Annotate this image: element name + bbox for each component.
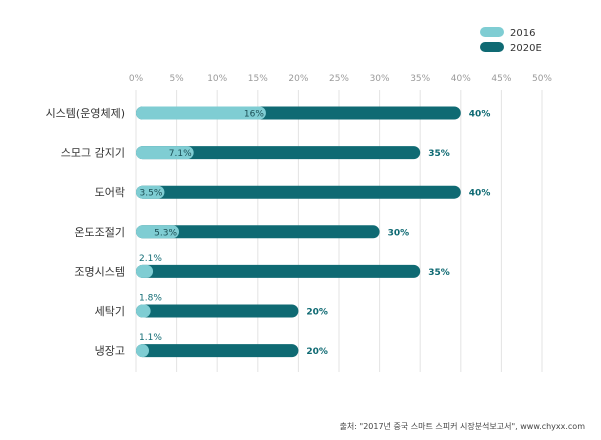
- data-label-2020E: 20%: [306, 308, 328, 318]
- bar-2016: [136, 185, 165, 199]
- category-label: 온도조절기: [74, 226, 125, 239]
- data-label-2020E: 40%: [469, 189, 491, 199]
- x-tick-label: 40%: [451, 74, 471, 84]
- data-label-2020E: 20%: [306, 347, 328, 357]
- category-label: 냉장고: [95, 345, 125, 358]
- category-label: 도어락: [95, 186, 125, 199]
- x-tick-label: 45%: [491, 74, 511, 84]
- x-tick-label: 15%: [248, 74, 268, 84]
- x-tick-label: 20%: [288, 74, 308, 84]
- category-label: 시스템(운영체제): [46, 107, 125, 120]
- data-labels: 40% 16% 35% 7.1% 40% 3.5% 30% 5.3% 35% 2.1% 20% 1.8…: [139, 110, 490, 358]
- x-tick-label: 35%: [410, 74, 430, 84]
- category-label: 조명시스템: [74, 265, 125, 278]
- legend-swatch: [480, 27, 504, 37]
- data-label-2016: 5.3%: [154, 228, 177, 238]
- data-label-2020E: 35%: [428, 149, 450, 159]
- bar-2020E: [136, 146, 421, 160]
- x-tick-label: 0%: [129, 74, 144, 84]
- data-label-2016: 1.1%: [139, 333, 162, 343]
- x-tick-label: 5%: [169, 74, 184, 84]
- data-label-2016: 3.5%: [140, 189, 163, 199]
- legend-label: 2020E: [510, 43, 542, 54]
- bar-2016: [136, 106, 266, 120]
- legend-label: 2016: [510, 28, 535, 39]
- category-label: 세탁기: [95, 305, 125, 318]
- x-tick-label: 25%: [329, 74, 349, 84]
- bar-2016: [136, 225, 180, 239]
- x-tick-label: 30%: [370, 74, 390, 84]
- x-tick-label: 10%: [207, 74, 227, 84]
- data-label-2016: 2.1%: [139, 254, 162, 264]
- legend: 2016 2020E: [480, 27, 542, 54]
- data-label-2020E: 30%: [388, 228, 410, 238]
- bar-2020E: [136, 304, 299, 318]
- bar-2020E: [136, 225, 380, 239]
- bars: [136, 106, 461, 358]
- data-label-2020E: 35%: [428, 268, 450, 278]
- x-tick-label: 50%: [532, 74, 552, 84]
- bar-2016: [136, 304, 151, 318]
- data-label-2020E: 40%: [469, 110, 491, 120]
- bar-2016: [136, 344, 149, 358]
- bar-2020E: [136, 185, 461, 199]
- bar-2016: [136, 264, 154, 278]
- bar-2016: [136, 146, 194, 160]
- category-label: 스모그 감지기: [61, 147, 125, 160]
- data-label-2016: 16%: [244, 110, 264, 120]
- x-axis-ticks: 0% 5% 10% 15% 20% 25% 30% 35% 40% 45% 50%: [129, 74, 553, 84]
- legend-swatch: [480, 42, 504, 52]
- bar-2020E: [136, 344, 299, 358]
- bar-2020E: [136, 264, 421, 278]
- source-note: 출처: "2017년 중국 스마트 스피커 시장분석보고서", www.chyx…: [340, 421, 586, 431]
- data-label-2016: 1.8%: [139, 294, 162, 304]
- data-label-2016: 7.1%: [169, 149, 192, 159]
